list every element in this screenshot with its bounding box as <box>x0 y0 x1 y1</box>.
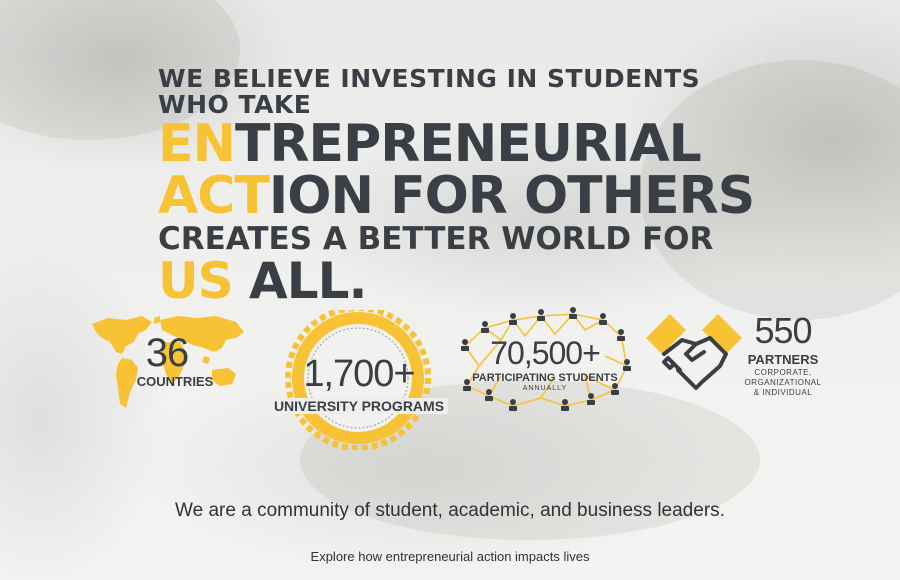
stat-partners: 550 PARTNERS CORPORATE, ORGANIZATIONAL &… <box>646 310 826 410</box>
hero-line-4: CREATES A BETTER WORLD FOR <box>158 221 714 257</box>
community-tagline: We are a community of student, academic,… <box>175 500 725 521</box>
partners-number: 550 <box>754 310 812 351</box>
world-map-icon <box>92 316 244 408</box>
partners-sub-2: ORGANIZATIONAL <box>744 378 822 387</box>
hero-line-1: WE BELIEVE INVESTING IN STUDENTS WHO TAK… <box>158 64 701 119</box>
students-label: PARTICIPATING STUDENTS <box>472 372 618 384</box>
programs-label: UNIVERSITY PROGRAMS <box>270 398 448 414</box>
countries-label: COUNTRIES <box>136 374 214 389</box>
hero-line-3: ACTION FOR OTHERS <box>158 166 755 226</box>
hero-highlight-act: ACT <box>158 166 270 226</box>
students-sublabel: ANNUALLY <box>522 385 568 392</box>
hero-statement: WE BELIEVE INVESTING IN STUDENTS WHO TAK… <box>158 64 778 310</box>
programs-number: 1,700+ <box>303 353 415 395</box>
partners-sub-3: & INDIVIDUAL <box>753 388 813 397</box>
partners-sub-1: CORPORATE, <box>754 368 812 377</box>
handshake-icon <box>646 314 742 390</box>
students-number: 70,500+ <box>490 335 601 371</box>
hero-highlight-us: US <box>158 252 234 310</box>
partners-label: PARTNERS <box>747 352 819 367</box>
stat-countries: 36 COUNTRIES <box>86 312 248 416</box>
countries-number: 36 <box>145 331 190 375</box>
network-people-icon <box>461 307 631 411</box>
stat-participating-students: 70,500+ PARTICIPATING STUDENTS ANNUALLY <box>455 306 635 416</box>
hero-line-2: ENTREPRENEURIAL <box>158 114 702 174</box>
hero-highlight-en: EN <box>158 114 236 174</box>
hero-line-5: US ALL. <box>158 252 367 310</box>
explore-link[interactable]: Explore how entrepreneurial action impac… <box>310 549 590 564</box>
stat-university-programs: 1,700+ UNIVERSITY PROGRAMS <box>270 310 450 450</box>
